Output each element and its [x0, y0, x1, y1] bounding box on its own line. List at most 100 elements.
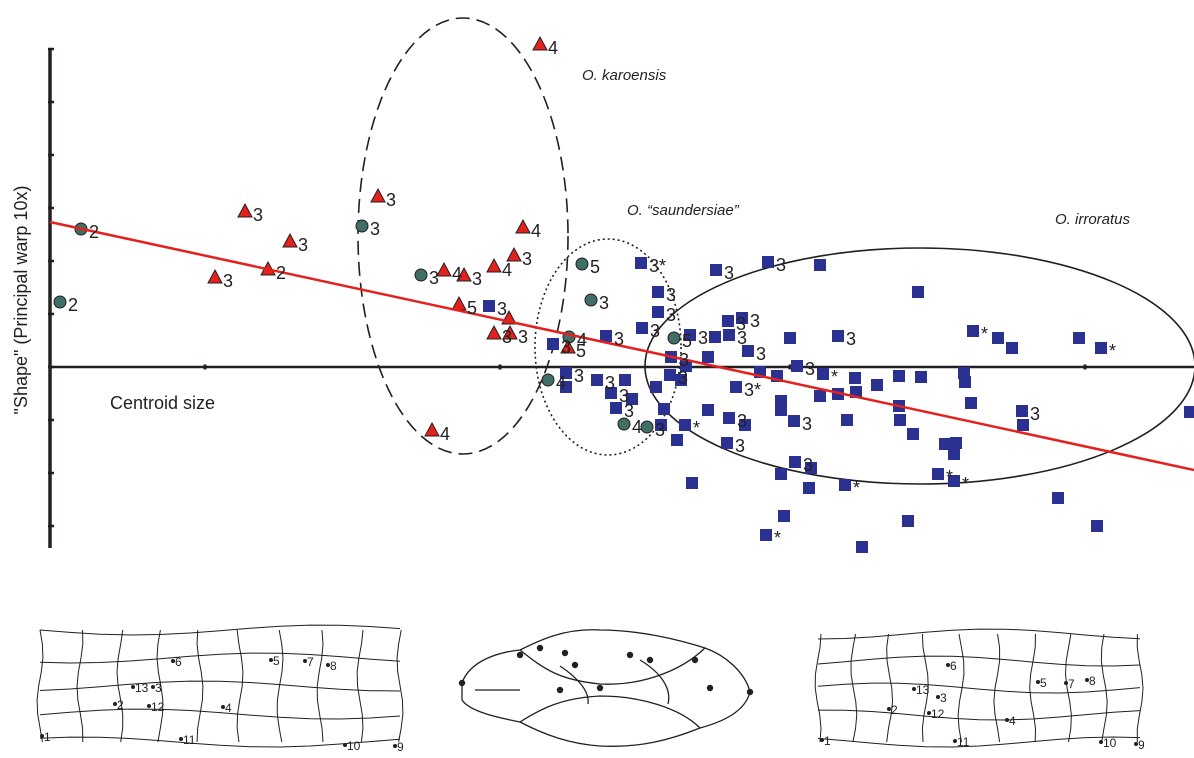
point-label: 3 [1030, 404, 1040, 424]
point-label: 3 [624, 401, 634, 421]
point-label: 3 [678, 368, 688, 388]
landmark-label: 8 [330, 659, 337, 673]
point-label: 3 [803, 455, 813, 475]
square-point [894, 414, 906, 426]
square-point [652, 306, 664, 318]
group-label: O. irroratus [1055, 211, 1131, 228]
point-label: 3 [599, 293, 609, 313]
square-point [730, 381, 742, 393]
square-point [1017, 419, 1029, 431]
landmark-label: 2 [117, 698, 124, 712]
square-point [652, 286, 664, 298]
landmark-label: 10 [1103, 736, 1117, 750]
square-point [1184, 406, 1194, 418]
square-point [723, 412, 735, 424]
landmark-label: 10 [347, 739, 361, 753]
circle-point [668, 332, 680, 344]
grid-line [1030, 634, 1036, 742]
square-point [841, 414, 853, 426]
point-label: * [831, 367, 838, 387]
square-point [775, 468, 787, 480]
square-point [591, 374, 603, 386]
square-point [762, 256, 774, 268]
square-point [702, 404, 714, 416]
square-point [671, 434, 683, 446]
square-point [849, 372, 861, 384]
landmark-label: 4 [225, 701, 232, 715]
point-label: 3 [502, 327, 512, 347]
landmark-label: 7 [307, 655, 314, 669]
square-point [817, 368, 829, 380]
grid-line [40, 681, 400, 691]
triangle-point [371, 189, 385, 202]
point-label: 3 [650, 321, 660, 341]
square-point [1006, 342, 1018, 354]
landmark-label: 13 [916, 683, 930, 697]
square-point [907, 428, 919, 440]
square-point [814, 390, 826, 402]
triangle-point [208, 270, 222, 283]
square-point [915, 371, 927, 383]
square-point [871, 379, 883, 391]
point-label: 5 [682, 331, 692, 351]
square-point [1095, 342, 1107, 354]
group-label: O. karoensis [582, 67, 667, 84]
point-label: 3 [386, 190, 396, 210]
point-label: 4 [502, 260, 512, 280]
point-label: 2 [276, 263, 286, 283]
square-point [1073, 332, 1085, 344]
skull-drawing [462, 630, 750, 747]
circle-point [576, 258, 588, 270]
square-point [619, 374, 631, 386]
point-label: 3 [518, 327, 528, 347]
point-label: 3 [223, 271, 233, 291]
point-label: 3 [698, 328, 708, 348]
figure: 4333432434353354223353445433*33333333333… [0, 0, 1194, 758]
point-label: 3 [724, 263, 734, 283]
grid-line [40, 653, 400, 663]
square-point [791, 360, 803, 372]
point-label: 3* [649, 256, 666, 276]
point-label: 5 [467, 298, 477, 318]
point-label: 4 [452, 264, 462, 284]
point-label: * [946, 467, 953, 487]
square-point [778, 510, 790, 522]
circle-point [356, 220, 368, 232]
grid-line [40, 709, 400, 719]
grid-line [197, 630, 203, 742]
landmark-label: 9 [397, 740, 404, 754]
landmark-label: 11 [957, 735, 970, 749]
triangle-point [487, 259, 501, 272]
point-label: 3 [614, 329, 624, 349]
square-point [950, 437, 962, 449]
landmark-label: 2 [891, 703, 898, 717]
point-label: 3 [805, 359, 815, 379]
triangle-point [516, 220, 530, 233]
landmark-label: 11 [183, 733, 196, 747]
landmark-label: 1 [44, 730, 51, 744]
triangle-point [437, 263, 451, 276]
square-point [721, 437, 733, 449]
point-label: 3 [666, 285, 676, 305]
point-label: 2 [89, 222, 99, 242]
point-label: 4 [577, 330, 587, 350]
grid-line [357, 630, 363, 742]
grid-line [77, 630, 83, 742]
point-label: 3 [750, 311, 760, 331]
landmark-label: 12 [931, 707, 945, 721]
x-axis-label: Centroid size [110, 393, 215, 413]
point-label: 3 [737, 328, 747, 348]
triangle-point [425, 423, 439, 436]
square-point [1016, 405, 1028, 417]
square-point [547, 338, 559, 350]
grid-line [37, 630, 43, 742]
square-point [912, 286, 924, 298]
point-label: 4 [556, 373, 566, 393]
grid-line [815, 634, 821, 742]
square-point [814, 259, 826, 271]
triangle-point [283, 234, 297, 247]
triangle-point [487, 326, 501, 339]
point-label: 5 [590, 257, 600, 277]
square-point [710, 264, 722, 276]
